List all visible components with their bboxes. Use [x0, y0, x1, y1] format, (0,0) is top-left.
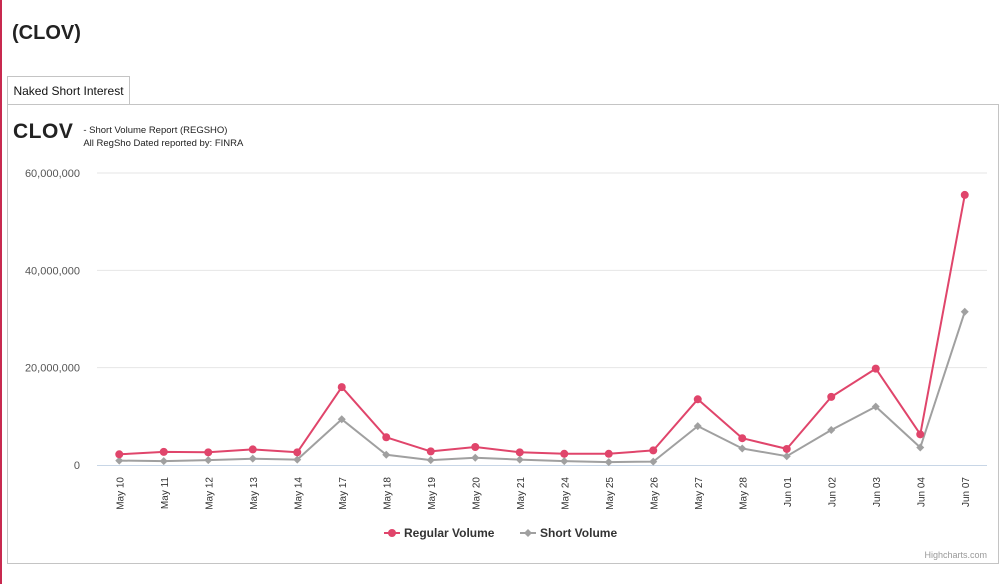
data-point — [293, 448, 302, 457]
data-point — [960, 307, 969, 316]
data-point — [248, 445, 257, 454]
source-line: All RegSho Dated reported by: FINRA — [83, 138, 244, 149]
x-tick-label: May 10 — [115, 477, 126, 510]
x-tick-label: May 27 — [694, 477, 705, 510]
data-point — [204, 456, 213, 465]
x-tick-label: May 20 — [471, 477, 482, 510]
x-tick-label: May 19 — [427, 477, 438, 510]
data-point — [827, 392, 836, 401]
data-point — [471, 453, 480, 462]
chart-subtitle: - Short Volume Report (REGSHO) All RegSh… — [83, 124, 243, 150]
x-tick-label: May 26 — [649, 477, 660, 510]
data-point — [693, 422, 702, 431]
y-tick-label: 60,000,000 — [25, 168, 80, 180]
legend-item[interactable]: Regular Volume — [404, 526, 495, 540]
data-point — [693, 395, 702, 404]
data-point — [560, 449, 569, 458]
data-point — [426, 456, 435, 465]
x-tick-label: May 25 — [605, 477, 616, 510]
data-point — [159, 457, 168, 466]
data-point — [337, 383, 346, 392]
data-point — [159, 447, 168, 456]
data-point — [827, 425, 836, 434]
x-tick-label: Jun 07 — [961, 477, 972, 507]
data-point — [471, 442, 480, 451]
data-point — [782, 444, 791, 453]
data-point — [738, 434, 747, 443]
y-tick-label: 20,000,000 — [25, 363, 80, 375]
data-point — [515, 448, 524, 457]
data-point — [248, 454, 257, 463]
x-tick-label: May 14 — [293, 477, 304, 510]
data-point — [604, 458, 613, 467]
chart-title: CLOV — [13, 120, 74, 143]
data-point — [515, 455, 524, 464]
data-point — [738, 444, 747, 453]
x-tick-label: May 18 — [382, 477, 393, 510]
data-point — [649, 457, 658, 466]
tab-naked-short-interest[interactable]: Naked Short Interest — [7, 76, 130, 104]
data-point — [782, 452, 791, 461]
data-point — [382, 450, 391, 459]
chart-panel — [7, 104, 999, 564]
x-tick-label: Jun 04 — [916, 477, 927, 507]
legend-marker — [388, 529, 396, 537]
data-point — [293, 455, 302, 464]
data-point — [649, 446, 658, 455]
left-accent-bar — [0, 0, 2, 584]
legend-marker — [524, 529, 532, 537]
x-tick-label: Jun 02 — [827, 477, 838, 507]
chart-header: CLOV - Short Volume Report (REGSHO) All … — [13, 119, 243, 150]
x-tick-label: May 11 — [160, 477, 171, 509]
legend-item[interactable]: Short Volume — [540, 526, 617, 540]
data-point — [204, 448, 213, 457]
y-tick-label: 0 — [74, 460, 80, 472]
y-tick-label: 40,000,000 — [25, 265, 80, 277]
x-tick-label: May 13 — [249, 477, 260, 510]
data-point — [426, 447, 435, 456]
series-line — [119, 194, 966, 456]
data-point — [871, 364, 880, 373]
page-title: (CLOV) — [12, 22, 81, 44]
data-point — [337, 415, 346, 424]
data-point — [560, 457, 569, 466]
x-tick-label: May 28 — [738, 477, 749, 510]
data-point — [604, 449, 613, 458]
data-point — [382, 433, 391, 442]
x-tick-label: May 12 — [204, 477, 215, 510]
highcharts-credits[interactable]: Highcharts.com — [924, 550, 987, 560]
data-point — [115, 450, 124, 459]
x-tick-label: May 17 — [338, 477, 349, 510]
data-point — [115, 456, 124, 465]
data-point — [916, 443, 925, 452]
x-tick-label: May 21 — [516, 477, 527, 510]
data-point — [916, 430, 925, 439]
series-line — [119, 311, 966, 464]
x-tick-label: Jun 03 — [872, 477, 883, 507]
report-line: - Short Volume Report (REGSHO) — [83, 125, 228, 136]
x-tick-label: Jun 01 — [783, 477, 794, 507]
x-tick-label: May 24 — [560, 477, 571, 510]
data-point — [871, 402, 880, 411]
data-point — [960, 190, 969, 199]
